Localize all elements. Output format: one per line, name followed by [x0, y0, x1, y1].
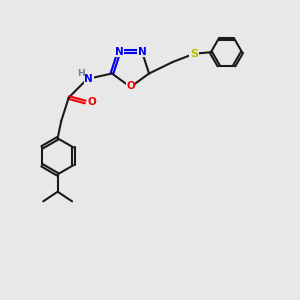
Text: N: N	[115, 47, 123, 57]
Text: O: O	[126, 81, 135, 92]
Text: N: N	[138, 47, 146, 57]
Text: S: S	[190, 49, 198, 59]
Text: O: O	[88, 97, 96, 107]
Text: N: N	[85, 74, 93, 84]
Text: H: H	[77, 69, 85, 78]
